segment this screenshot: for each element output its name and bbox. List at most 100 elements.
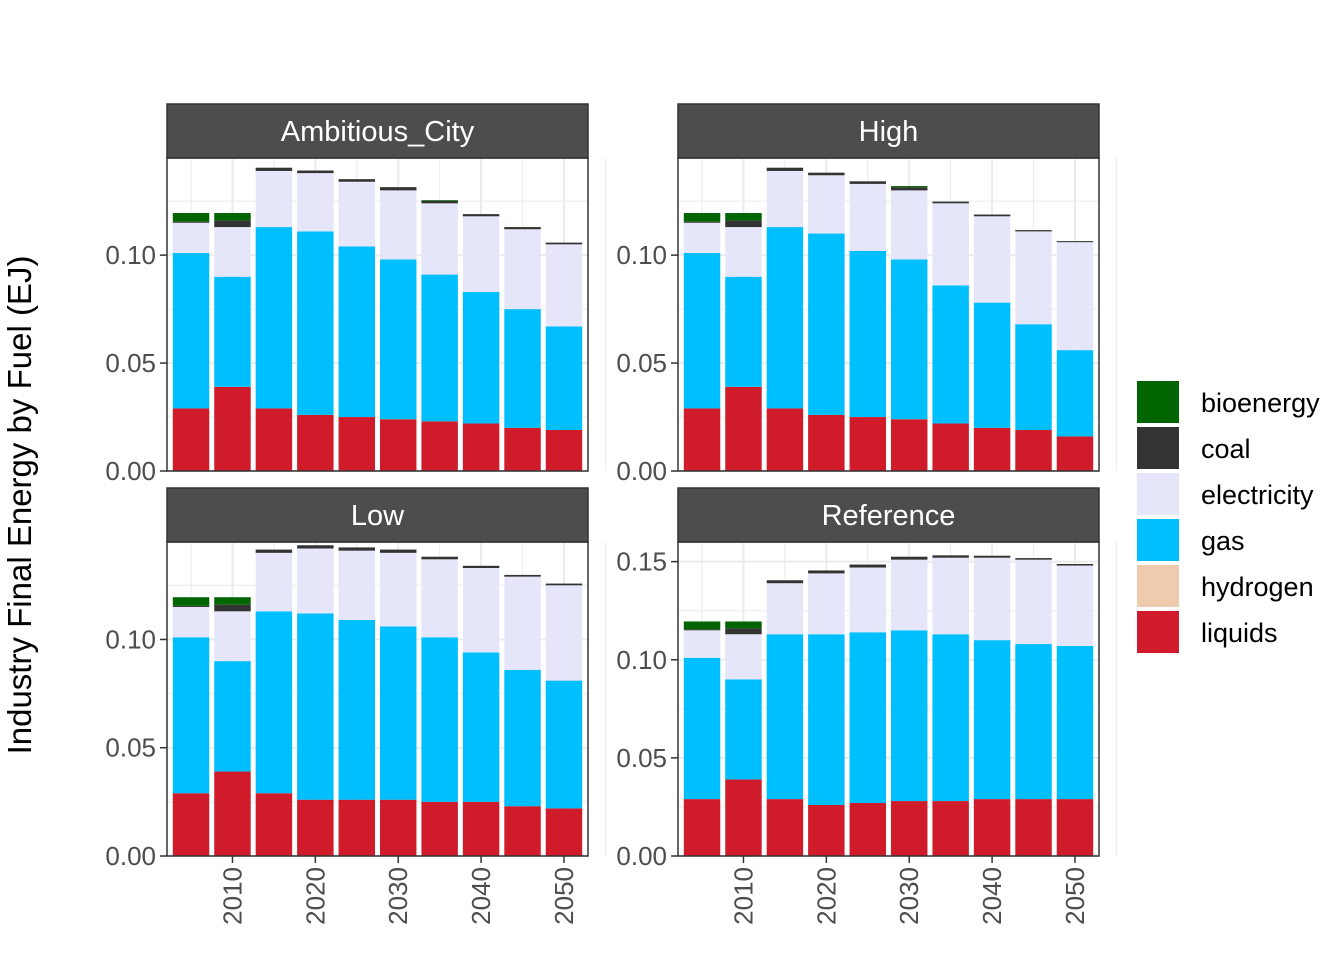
bar-segment-coal xyxy=(172,605,210,607)
legend-key-coal xyxy=(1137,427,1179,469)
bar-segment-electricity xyxy=(338,550,376,620)
y-tick-label: 0.10 xyxy=(616,645,667,675)
bar-segment-liquids xyxy=(1015,429,1052,471)
bar-segment-liquids xyxy=(255,408,293,471)
y-tick-label: 0.05 xyxy=(616,348,667,378)
bar-segment-gas xyxy=(421,274,458,422)
legend-label: hydrogen xyxy=(1201,572,1314,602)
bar-segment-electricity xyxy=(379,190,417,260)
bar-segment-bioenergy xyxy=(214,213,251,221)
bar-segment-electricity xyxy=(766,583,804,635)
bar-segment-coal xyxy=(421,200,458,204)
y-tick-label: 0.10 xyxy=(105,240,156,270)
bar-segment-gas xyxy=(766,227,804,409)
bar-segment-electricity xyxy=(545,244,583,327)
x-tick-label: 2010 xyxy=(728,867,758,925)
bar-segment-gas xyxy=(849,632,887,804)
facet-strip xyxy=(677,103,1100,159)
x-tick-label: 2040 xyxy=(977,867,1007,925)
bar-segment-gas xyxy=(504,669,541,807)
legend-label: liquids xyxy=(1201,618,1278,648)
bar-segment-coal xyxy=(766,167,804,171)
y-tick-label: 0.15 xyxy=(616,547,667,577)
legend-key-bioenergy xyxy=(1137,381,1179,423)
bar-segment-coal xyxy=(214,220,251,228)
bar-segment-liquids xyxy=(379,799,417,856)
y-tick-label: 0.05 xyxy=(105,348,156,378)
bar-segment-bioenergy xyxy=(421,200,458,201)
facet-title: Low xyxy=(351,500,405,532)
bar-segment-gas xyxy=(766,634,804,800)
bar-segment-liquids xyxy=(1015,799,1052,856)
bar-segment-electricity xyxy=(297,548,334,614)
bar-segment-gas xyxy=(890,630,928,802)
bar-segment-gas xyxy=(683,657,721,800)
facet-title: Ambitious_City xyxy=(281,116,475,148)
bar-segment-gas xyxy=(725,276,762,387)
bar-segment-liquids xyxy=(808,414,845,471)
legend: bioenergy coal electricity gas hydrogen liqui… xyxy=(1137,381,1320,653)
bar-segment-gas xyxy=(932,634,969,802)
bar-segment-liquids xyxy=(545,808,583,856)
bar-segment-coal xyxy=(338,547,376,551)
bar-segment-gas xyxy=(338,619,376,800)
bar-segment-electricity xyxy=(214,611,251,662)
bar-segment-coal xyxy=(683,629,721,631)
bar-segment-coal xyxy=(545,583,583,586)
bar-segment-coal xyxy=(462,214,500,217)
bar-segment-liquids xyxy=(504,427,541,471)
bar-segment-coal xyxy=(297,170,334,174)
y-tick-label: 0.10 xyxy=(105,624,156,654)
bar-segment-coal xyxy=(255,549,293,553)
bar-segment-electricity xyxy=(808,175,845,234)
bar-segment-coal xyxy=(849,564,887,568)
bar-segment-gas xyxy=(379,626,417,800)
bar-segment-bioenergy xyxy=(172,213,210,222)
bar-segment-electricity xyxy=(683,630,721,658)
x-tick-label: 2030 xyxy=(894,867,924,925)
facet-panel: Low 0.00 0.05 0.10 2010 2020 2030 2040 2050 xyxy=(105,487,606,925)
bar-segment-gas xyxy=(379,259,417,420)
bar-segment-coal xyxy=(255,167,293,171)
bar-segment-electricity xyxy=(338,181,376,247)
bar-segment-bioenergy xyxy=(890,186,928,188)
y-tick-label: 0.05 xyxy=(616,743,667,773)
bar-segment-gas xyxy=(1056,350,1094,437)
x-tick-label: 2020 xyxy=(811,867,841,925)
bar-segment-coal xyxy=(545,242,583,245)
bar-segment-liquids xyxy=(504,806,541,856)
facet-title: Reference xyxy=(822,500,956,532)
bar-segment-gas xyxy=(683,252,721,409)
facet-panel: High 0.00 0.05 0.10 xyxy=(616,103,1117,486)
bar-segment-liquids xyxy=(214,386,251,471)
bar-segment-coal xyxy=(421,556,458,560)
bar-segment-liquids xyxy=(973,799,1011,856)
facet-title: High xyxy=(859,116,919,148)
bar-segment-coal xyxy=(725,628,762,635)
bar-segment-electricity xyxy=(214,227,251,277)
bar-segment-gas xyxy=(214,276,251,387)
bar-segment-coal xyxy=(932,201,969,204)
legend-key-hydrogen xyxy=(1137,565,1179,607)
bar-segment-liquids xyxy=(545,429,583,471)
bar-segment-liquids xyxy=(932,423,969,471)
bar-segment-coal xyxy=(1015,230,1052,232)
y-tick-label: 0.00 xyxy=(616,841,667,871)
bar-segment-coal xyxy=(379,187,417,191)
bar-segment-gas xyxy=(973,640,1011,800)
bar-segment-gas xyxy=(932,285,969,424)
bar-segment-electricity xyxy=(725,634,762,680)
bar-segment-liquids xyxy=(338,417,376,471)
facet-panel: Reference 0.00 0.05 0.10 0.15 2010 2020 2030 204… xyxy=(616,487,1117,925)
facet-strip xyxy=(166,103,589,159)
bar-segment-bioenergy xyxy=(214,597,251,605)
bar-segment-liquids xyxy=(214,771,251,856)
bar-segment-electricity xyxy=(255,170,293,228)
bar-segment-electricity xyxy=(973,557,1011,641)
bar-segment-gas xyxy=(1015,644,1052,800)
x-tick-label: 2010 xyxy=(217,867,247,925)
bar-segment-electricity xyxy=(1056,242,1094,351)
bar-segment-gas xyxy=(462,652,500,802)
bar-segment-electricity xyxy=(683,222,721,253)
